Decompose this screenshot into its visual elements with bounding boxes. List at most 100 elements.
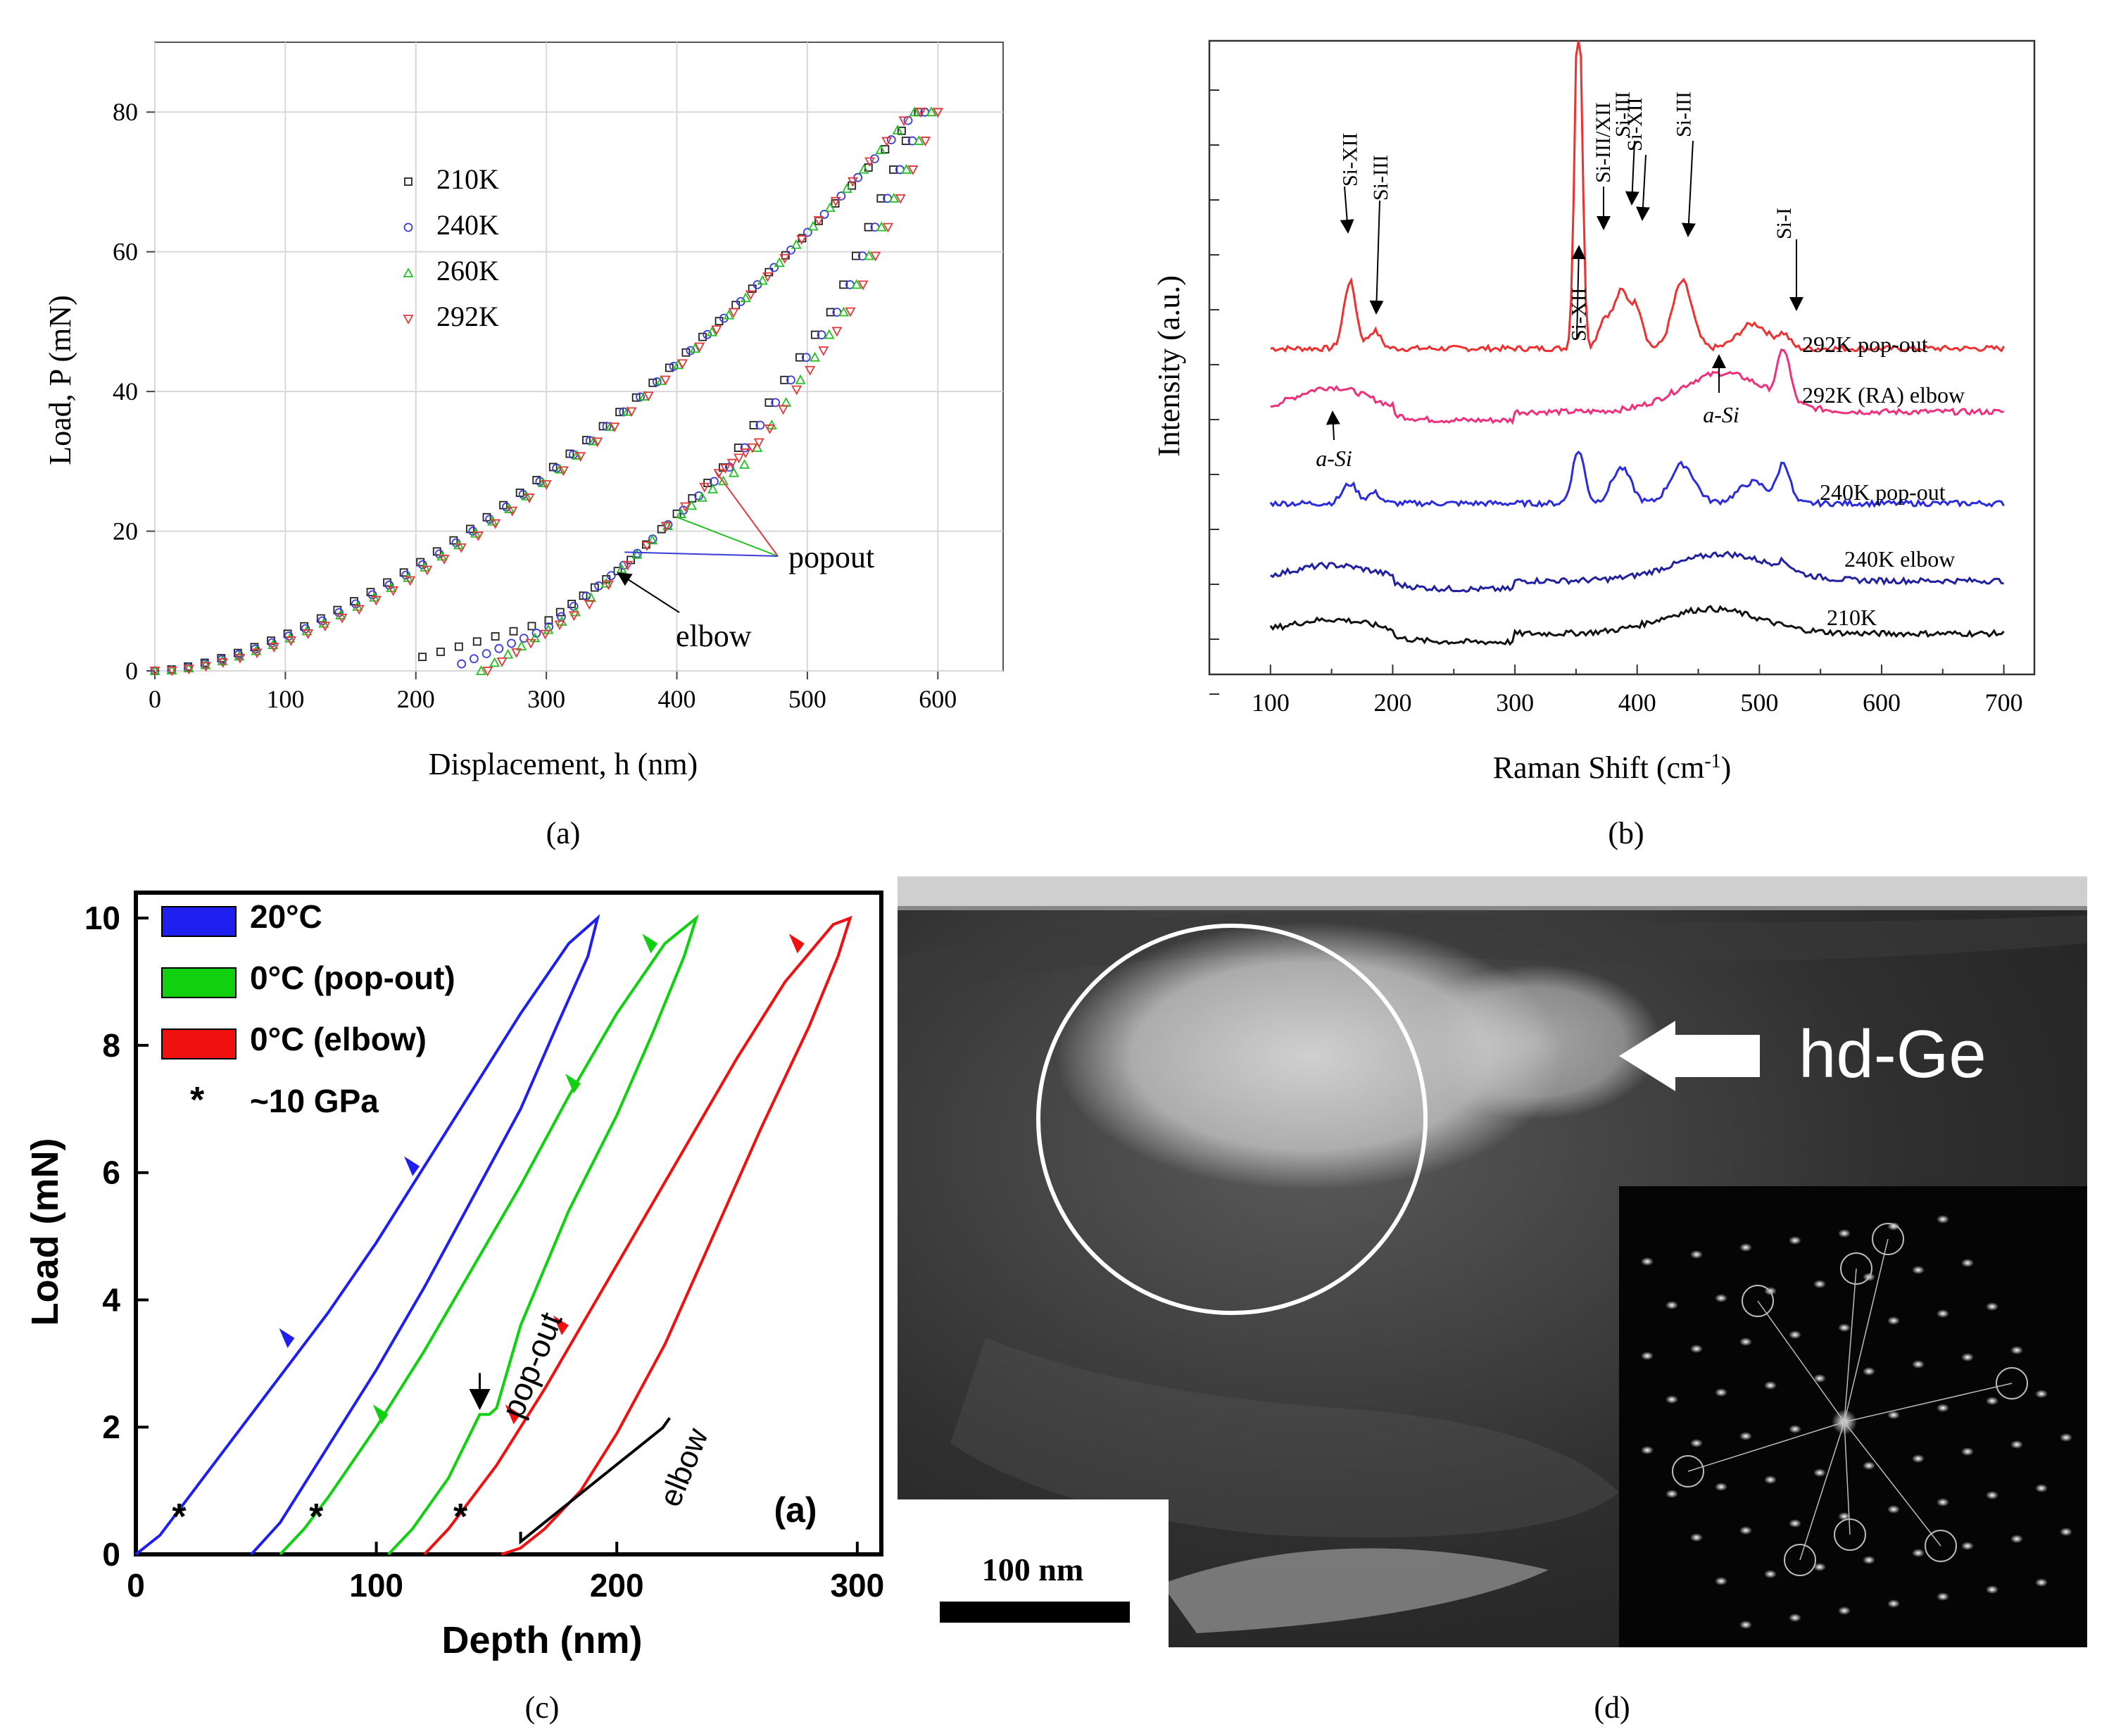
panel-b-chart: 100 200 300 400 500 600 700 Si-XII Si-III Si-XII S…: [1208, 39, 2036, 717]
data-point-triangle: [909, 106, 920, 117]
data-point-circle: [801, 353, 811, 363]
data-point-triangle: [568, 611, 579, 622]
data-point-triangle: [926, 106, 937, 117]
star-marker: *: [309, 1497, 324, 1537]
diffraction-spot: [1739, 1621, 1752, 1629]
diffraction-spot: [1789, 1425, 1801, 1433]
data-point-triangle: [818, 346, 829, 356]
diffraction-spot: [2060, 1528, 2072, 1536]
peak-label: Si-III/XII: [1592, 102, 1615, 183]
data-point-triangle: [915, 108, 926, 118]
data-point-triangle: [740, 448, 751, 458]
diffraction-spot: [1838, 1512, 1851, 1521]
data-point-triangle: [895, 194, 906, 204]
diffraction-spot: [1813, 1468, 1826, 1477]
data-point-square: [864, 222, 873, 232]
panel-a-ytick-label: 80: [113, 98, 138, 126]
data-point-triangle: [881, 137, 893, 147]
data-point-square: [831, 199, 840, 208]
legend-label-210k: 210K: [436, 163, 499, 195]
data-point-circle: [652, 377, 662, 386]
diffraction-ring: [1996, 1367, 2028, 1400]
diffraction-line: [1844, 1383, 2013, 1423]
diffraction-spot: [1739, 1526, 1752, 1535]
data-point-square: [631, 393, 641, 402]
diffraction-spot: [2035, 1390, 2048, 1398]
peak-arrow: [1369, 200, 1384, 315]
data-point-triangle: [707, 484, 719, 493]
diffraction-spot: [2035, 1578, 2048, 1587]
data-point-triangle: [455, 543, 467, 553]
data-point-triangle: [403, 315, 414, 325]
data-point-square: [416, 558, 425, 567]
peak-label: Si-III: [1369, 155, 1392, 201]
diffraction-spot: [1764, 1570, 1777, 1578]
data-point-square: [839, 280, 848, 289]
data-point-triangle: [677, 359, 688, 370]
data-point-triangle: [863, 250, 874, 260]
data-point-triangle: [680, 502, 691, 512]
panel-b-xtick-label: 700: [1985, 688, 2023, 717]
data-point-triangle: [774, 257, 785, 268]
data-point-triangle: [694, 342, 705, 353]
load-marker-triangle: [565, 1074, 581, 1094]
data-point-square: [665, 363, 674, 372]
data-point-square: [795, 353, 804, 362]
data-point-triangle: [605, 421, 616, 431]
peak-arrow: [1635, 154, 1650, 221]
data-point-circle: [494, 643, 504, 653]
panel-b-ylabel: Intensity (a.u.): [1152, 275, 1186, 457]
diffraction-line: [1687, 1421, 1845, 1472]
panel-b-xtick-label: 500: [1740, 688, 1778, 717]
data-point-circle: [481, 649, 491, 658]
elbow-bracket: [519, 1417, 672, 1545]
data-point-square: [851, 251, 860, 260]
diffraction-line: [1844, 1268, 1857, 1423]
panel-c-xtick-label: 100: [349, 1567, 403, 1604]
diffraction-spot: [1641, 1446, 1654, 1454]
data-point-triangle: [285, 636, 296, 646]
diffraction-spot: [2060, 1433, 2072, 1442]
data-point-triangle: [699, 482, 710, 493]
star-marker: *: [172, 1497, 187, 1537]
data-point-triangle: [845, 307, 856, 317]
panel-c-xtick-label: 200: [590, 1567, 644, 1604]
data-point-triangle: [388, 586, 399, 596]
diffraction-spot: [1961, 1447, 1974, 1456]
panel-c-inner-label: (a): [774, 1490, 817, 1530]
diffraction-spot: [1666, 1395, 1678, 1404]
load-marker-triangle: [553, 1315, 569, 1335]
load-marker-triangle: [372, 1404, 389, 1425]
diffraction-spot: [1838, 1606, 1851, 1615]
diffraction-spot: [1641, 1257, 1654, 1266]
panel-b-plot-area: [1208, 39, 2036, 676]
data-point-triangle: [489, 657, 501, 667]
annotation-line-red: [715, 471, 779, 557]
data-point-triangle: [504, 503, 515, 513]
data-point-triangle: [697, 491, 708, 502]
diffraction-spot: [1739, 1432, 1752, 1440]
data-point-triangle: [745, 290, 756, 301]
data-point-triangle: [841, 183, 852, 193]
data-point-triangle: [538, 477, 549, 487]
load-marker-triangle: [279, 1328, 295, 1348]
data-point-triangle: [907, 165, 919, 175]
data-point-triangle: [706, 326, 717, 336]
diffraction-spot: [1863, 1367, 1875, 1376]
panel-a-xtick-label: 100: [266, 685, 304, 713]
data-point-square: [418, 653, 427, 662]
diffraction-line: [1757, 1300, 1845, 1423]
peak-label-a-si: a-Si: [1316, 446, 1352, 471]
panel-a-xtick-label: 0: [149, 685, 161, 713]
panel-a-xtick-label: 400: [658, 685, 696, 713]
panel-b-xtick-label: 300: [1496, 688, 1534, 717]
peak-label: Si-XII: [1567, 287, 1590, 341]
data-point-circle: [384, 580, 394, 590]
diffraction-spot: [1764, 1476, 1777, 1484]
legend-label-240k: 240K: [436, 209, 499, 241]
data-point-triangle: [857, 280, 869, 291]
curve-0-c-elbow-: [423, 915, 852, 1556]
data-point-circle: [836, 191, 846, 201]
diffraction-ring: [1834, 1518, 1866, 1551]
